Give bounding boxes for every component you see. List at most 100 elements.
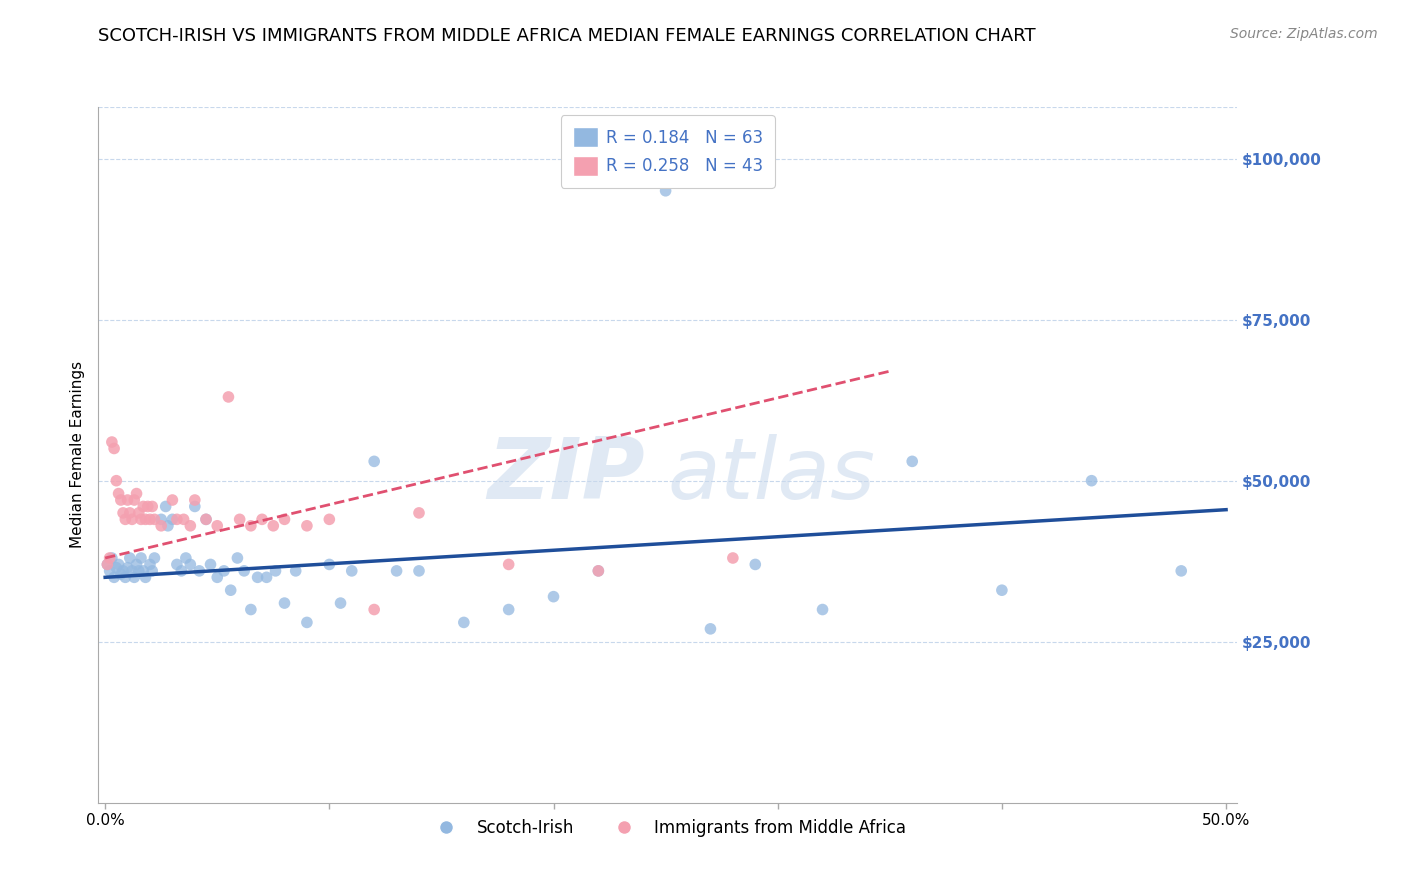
Point	[1080, 474, 1102, 488]
Point	[143, 512, 166, 526]
Text: Source: ZipAtlas.com: Source: ZipAtlas.com	[1230, 27, 1378, 41]
Point	[295, 518, 318, 533]
Point	[155, 500, 177, 514]
Point	[408, 506, 430, 520]
Point	[212, 564, 235, 578]
Point	[188, 564, 211, 578]
Point	[132, 564, 155, 578]
Text: atlas: atlas	[668, 434, 876, 517]
Point	[699, 622, 721, 636]
Point	[129, 512, 152, 526]
Point	[132, 500, 155, 514]
Point	[124, 570, 146, 584]
Point	[239, 602, 262, 616]
Point	[744, 558, 766, 572]
Point	[195, 512, 218, 526]
Point	[162, 493, 184, 508]
Point	[134, 512, 156, 526]
Point	[1170, 564, 1192, 578]
Point	[174, 551, 197, 566]
Point	[588, 564, 610, 578]
Point	[811, 602, 834, 616]
Point	[114, 570, 136, 584]
Point	[121, 564, 143, 578]
Point	[363, 454, 385, 468]
Point	[654, 184, 676, 198]
Point	[121, 512, 143, 526]
Point	[385, 564, 408, 578]
Text: ZIP: ZIP	[488, 434, 645, 517]
Point	[250, 512, 273, 526]
Point	[498, 558, 520, 572]
Point	[166, 512, 188, 526]
Point	[588, 564, 610, 578]
Point	[991, 583, 1014, 598]
Point	[118, 506, 141, 520]
Point	[117, 493, 139, 508]
Point	[228, 512, 250, 526]
Point	[284, 564, 307, 578]
Point	[256, 570, 278, 584]
Point	[195, 512, 218, 526]
Point	[170, 564, 193, 578]
Point	[150, 518, 173, 533]
Point	[246, 570, 269, 584]
Point	[128, 564, 150, 578]
Legend: Scotch-Irish, Immigrants from Middle Africa: Scotch-Irish, Immigrants from Middle Afr…	[423, 812, 912, 843]
Point	[329, 596, 352, 610]
Point	[150, 512, 173, 526]
Point	[179, 558, 201, 572]
Point	[128, 506, 150, 520]
Point	[295, 615, 318, 630]
Point	[184, 500, 207, 514]
Point	[901, 454, 924, 468]
Point	[408, 564, 430, 578]
Point	[112, 564, 135, 578]
Point	[141, 564, 163, 578]
Point	[103, 442, 125, 456]
Point	[318, 512, 340, 526]
Point	[139, 558, 162, 572]
Point	[143, 551, 166, 566]
Point	[134, 570, 156, 584]
Point	[105, 474, 128, 488]
Point	[207, 518, 229, 533]
Point	[110, 493, 132, 508]
Point	[543, 590, 565, 604]
Point	[184, 493, 207, 508]
Point	[264, 564, 287, 578]
Point	[173, 512, 195, 526]
Point	[156, 518, 179, 533]
Point	[273, 596, 295, 610]
Point	[273, 512, 295, 526]
Point	[96, 558, 118, 572]
Point	[118, 551, 141, 566]
Point	[105, 560, 128, 574]
Point	[363, 602, 385, 616]
Y-axis label: Median Female Earnings: Median Female Earnings	[69, 361, 84, 549]
Point	[112, 506, 135, 520]
Point	[117, 560, 139, 574]
Point	[239, 518, 262, 533]
Point	[103, 570, 125, 584]
Point	[226, 551, 249, 566]
Point	[129, 551, 152, 566]
Point	[721, 551, 744, 566]
Point	[107, 486, 129, 500]
Point	[125, 486, 148, 500]
Point	[124, 493, 146, 508]
Point	[166, 558, 188, 572]
Point	[453, 615, 475, 630]
Point	[101, 551, 124, 566]
Point	[125, 558, 148, 572]
Point	[217, 390, 239, 404]
Point	[98, 551, 121, 566]
Point	[498, 602, 520, 616]
Point	[179, 518, 201, 533]
Point	[340, 564, 363, 578]
Point	[101, 435, 124, 450]
Point	[233, 564, 256, 578]
Point	[139, 512, 162, 526]
Point	[98, 564, 121, 578]
Point	[162, 512, 184, 526]
